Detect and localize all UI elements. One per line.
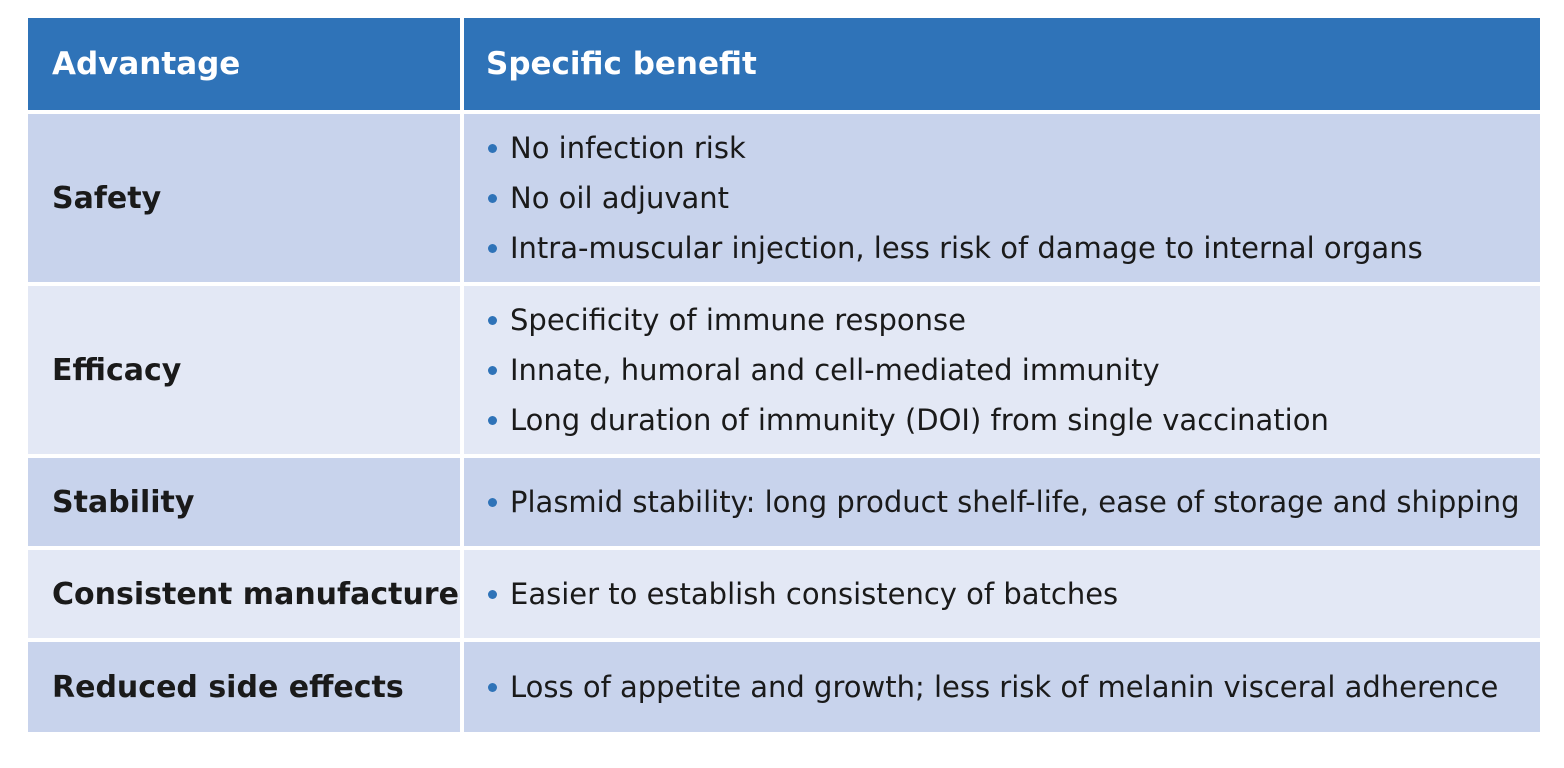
benefit-cell: Plasmid stability: long product shelf-li…	[464, 458, 1540, 550]
bullet-dot-icon	[488, 416, 497, 425]
benefit-item: Innate, humoral and cell-mediated immuni…	[488, 345, 1540, 395]
bullet-dot-icon	[488, 144, 497, 153]
table-header-row: Advantage Specific benefit	[28, 18, 1540, 114]
benefit-text: Loss of appetite and growth; less risk o…	[510, 670, 1499, 704]
table-row-stability: Stability Plasmid stability: long produc…	[28, 458, 1540, 550]
advantage-cell: Safety	[28, 114, 464, 286]
benefit-text: Specificity of immune response	[510, 303, 966, 337]
benefit-item: Specificity of immune response	[488, 295, 1540, 345]
table-row-consistent-manufacture: Consistent manufacture Easier to establi…	[28, 550, 1540, 642]
bullet-dot-icon	[488, 244, 497, 253]
table-row-reduced-side-effects: Reduced side effects Loss of appetite an…	[28, 642, 1540, 732]
benefit-item: Long duration of immunity (DOI) from sin…	[488, 395, 1540, 445]
benefit-item: Easier to establish consistency of batch…	[488, 569, 1540, 619]
bullet-dot-icon	[488, 316, 497, 325]
bullet-dot-icon	[488, 366, 497, 375]
advantage-cell: Stability	[28, 458, 464, 550]
benefit-text: Long duration of immunity (DOI) from sin…	[510, 403, 1329, 437]
benefit-list: Easier to establish consistency of batch…	[488, 569, 1540, 619]
advantage-cell: Efficacy	[28, 286, 464, 458]
bullet-dot-icon	[488, 498, 497, 507]
benefit-cell: Specificity of immune response Innate, h…	[464, 286, 1540, 458]
table-row-safety: Safety No infection risk No oil adjuvant…	[28, 114, 1540, 286]
benefit-text: Innate, humoral and cell-mediated immuni…	[510, 353, 1160, 387]
benefit-list: Plasmid stability: long product shelf-li…	[488, 477, 1540, 527]
benefit-list: Loss of appetite and growth; less risk o…	[488, 662, 1540, 712]
benefit-item: No infection risk	[488, 123, 1540, 173]
benefit-text: Intra-muscular injection, less risk of d…	[510, 231, 1423, 265]
benefit-item: No oil adjuvant	[488, 173, 1540, 223]
benefit-cell: No infection risk No oil adjuvant Intra-…	[464, 114, 1540, 286]
table-row-efficacy: Efficacy Specificity of immune response …	[28, 286, 1540, 458]
benefit-text: No infection risk	[510, 131, 746, 165]
header-advantage: Advantage	[28, 18, 464, 114]
benefit-item: Plasmid stability: long product shelf-li…	[488, 477, 1540, 527]
benefit-item: Loss of appetite and growth; less risk o…	[488, 662, 1540, 712]
bullet-dot-icon	[488, 194, 497, 203]
bullet-dot-icon	[488, 590, 497, 599]
benefit-text: No oil adjuvant	[510, 181, 730, 215]
bullet-dot-icon	[488, 683, 497, 692]
benefit-item: Intra-muscular injection, less risk of d…	[488, 223, 1540, 273]
benefit-list: No infection risk No oil adjuvant Intra-…	[488, 123, 1540, 273]
advantage-cell: Reduced side effects	[28, 642, 464, 732]
advantage-cell: Consistent manufacture	[28, 550, 464, 642]
benefit-cell: Loss of appetite and growth; less risk o…	[464, 642, 1540, 732]
header-specific-benefit: Specific benefit	[464, 18, 1540, 114]
benefit-text: Plasmid stability: long product shelf-li…	[510, 485, 1520, 519]
benefit-list: Specificity of immune response Innate, h…	[488, 295, 1540, 445]
benefit-cell: Easier to establish consistency of batch…	[464, 550, 1540, 642]
benefit-text: Easier to establish consistency of batch…	[510, 577, 1119, 611]
advantages-table: Advantage Specific benefit Safety No inf…	[28, 18, 1540, 732]
